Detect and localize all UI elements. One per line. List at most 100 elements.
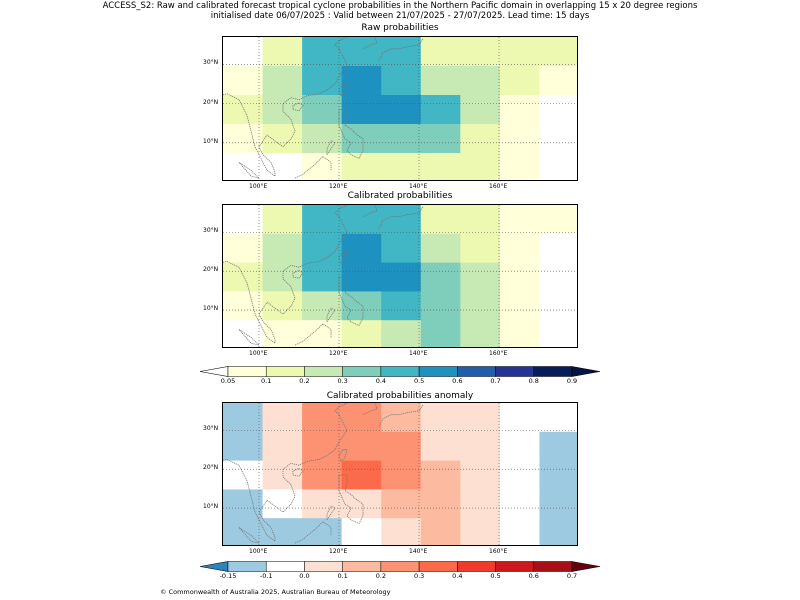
colorbar-tick-label: 0.1 [261,377,272,385]
lon-tick-label: 120°E [329,350,348,357]
grid-cell [460,291,501,321]
lon-tick-label: 120°E [329,548,348,555]
grid-cell [499,37,541,67]
colorbar-tick-label: -0.15 [219,572,237,580]
colorbar-tick-label: 0.4 [375,377,387,385]
grid-cell [381,37,422,67]
lon-tick-label: 140°E [409,350,428,357]
grid-cell [381,518,422,545]
coastline [223,37,348,177]
grid-cell [420,431,461,462]
colorbar-tick-label: 0.7 [490,377,501,385]
colorbar-segment [304,561,343,572]
colorbar-segment [457,561,496,572]
grid-cell [341,320,382,347]
grid-cell [381,205,422,235]
colorbar-tick-label: 0.5 [413,377,425,385]
colorbar-segment [265,366,305,377]
lon-tick-label: 160°E [489,350,508,357]
coastline [223,403,348,542]
grid-cell [381,66,422,96]
anomaly-colorbar: -0.15 -0.1 0.0 0.1 0.2 0.3 0.4 0.5 0.6 0.7 [199,558,601,584]
grid-cell [381,431,422,462]
grid-cell [539,124,577,154]
figure-title: ACCESS_S2: Raw and calibrated forecast t… [102,1,698,11]
lat-tick-label: 10°N [203,503,219,511]
grid-cell [302,403,343,433]
grid-cell [223,124,264,154]
grid-cell [223,489,264,519]
grid-cell [499,124,541,154]
grid-cell [539,37,577,67]
coastline [338,83,348,97]
grid-cell [460,460,501,490]
colorbar-tick-label: 0.5 [490,572,501,580]
map-panel-raw [222,36,578,181]
grid-cell [223,518,264,545]
coastline [338,251,348,264]
coastline [338,474,364,525]
grid-cell [499,291,541,321]
grid-cell [262,205,303,235]
coastline [338,276,364,327]
coastline [326,307,336,323]
grid-cell [460,153,501,180]
coastline [338,449,348,462]
grid-cell [539,320,577,347]
grid-cell [381,233,422,264]
colorbar-segment [380,561,420,572]
grid-cell [539,66,577,96]
grid-cell [539,403,577,433]
colorbar-tick-label: 0.1 [337,572,348,580]
colorbar-tick-label: 0.8 [528,377,539,385]
grid-cell [302,124,343,154]
grid-cell [499,518,541,545]
grid-cell [262,37,303,67]
grid-cell [341,124,382,154]
colorbar-tick-label: 0.9 [566,377,578,385]
coastline [378,206,424,229]
grid-cell [302,460,343,490]
colorbar-segment [533,366,573,377]
coastline [223,205,348,344]
grid-cell [420,460,461,490]
grid-cell [420,124,461,154]
colorbar-tick-label: 0.3 [337,377,348,385]
lat-tick-label: 10°N [203,137,219,145]
colorbar-segment [227,366,267,377]
grid-cell [460,489,501,519]
grid-cell [341,403,382,433]
grid-cell [499,320,541,347]
grid-cell [420,518,461,545]
colorbar-over-arrow [571,366,601,377]
grid-cell [420,403,461,433]
lat-tick-label: 20°N [203,266,219,274]
panel-title-raw: Raw probabilities [361,23,439,33]
coastline [292,269,304,279]
probability-colorbar: 0.05 0.1 0.2 0.3 0.4 0.5 0.6 0.7 0.8 0.9 [199,363,601,389]
colorbar-tick-label: 0.7 [566,572,578,580]
grid-cell [499,489,541,519]
grid-cell [262,320,303,347]
lon-tick-label: 120°E [329,183,348,190]
lon-tick-label: 140°E [409,183,428,190]
grid-cell [460,320,501,347]
grid-cell [460,262,501,292]
colorbar-segment [457,366,496,377]
colorbar-tick-label: 0.2 [299,377,310,385]
map-panel-calibrated [222,204,578,348]
lon-tick-label: 160°E [489,548,508,555]
grid-cell [223,460,264,490]
grid-cell [381,262,422,292]
grid-cell [302,262,343,292]
grid-cell [499,262,541,292]
grid-cell [381,153,422,180]
grid-cell [539,233,577,264]
lat-tick-label: 20°N [203,464,219,472]
grid-cell [539,95,577,125]
grid-cell [420,262,461,292]
grid-cell [302,291,343,321]
lat-tick-label: 30°N [203,227,219,235]
figure-subtitle: initialised date 06/07/2025 : Valid betw… [210,11,590,21]
grid-cell [539,291,577,321]
